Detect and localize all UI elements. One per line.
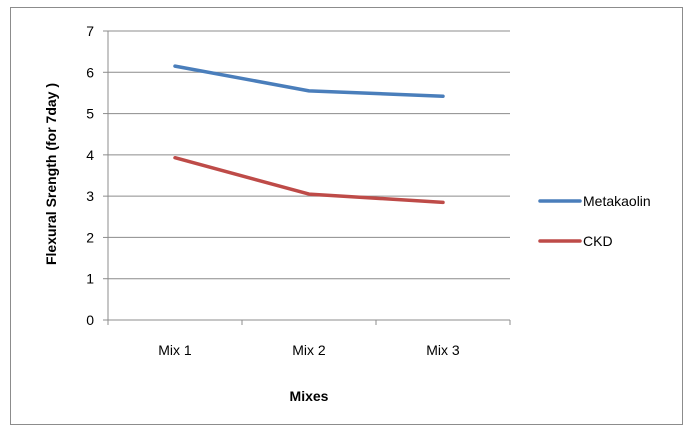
y-tick-labels: 0 1 2 3 4 5 6 7 xyxy=(86,23,94,328)
legend-label: Metakaolin xyxy=(583,193,651,209)
y-tick-label: 1 xyxy=(86,271,94,287)
chart-frame xyxy=(10,7,683,425)
y-tick-label: 0 xyxy=(86,312,94,328)
y-tick-label: 2 xyxy=(86,229,94,245)
gridlines xyxy=(108,30,510,280)
x-tick-label: Mix 2 xyxy=(292,342,326,358)
series-line-metakaolin xyxy=(173,64,445,98)
x-tick-label: Mix 1 xyxy=(158,342,192,358)
series-lines xyxy=(173,64,445,205)
y-tick-label: 6 xyxy=(86,64,94,80)
series-line-ckd xyxy=(173,155,445,205)
axes xyxy=(103,30,511,325)
legend: Metakaolin CKD xyxy=(538,193,651,249)
x-tick-labels: Mix 1 Mix 2 Mix 3 xyxy=(158,342,460,358)
y-tick-label: 5 xyxy=(86,106,94,122)
y-axis-title: Flexural Srength (for 7day ) xyxy=(43,83,59,265)
y-tick-label: 4 xyxy=(86,147,94,163)
y-tick-label: 3 xyxy=(86,188,94,204)
x-axis-title: Mixes xyxy=(290,388,329,404)
legend-label: CKD xyxy=(583,233,613,249)
x-tick-label: Mix 3 xyxy=(426,342,460,358)
y-tick-label: 7 xyxy=(86,23,94,39)
